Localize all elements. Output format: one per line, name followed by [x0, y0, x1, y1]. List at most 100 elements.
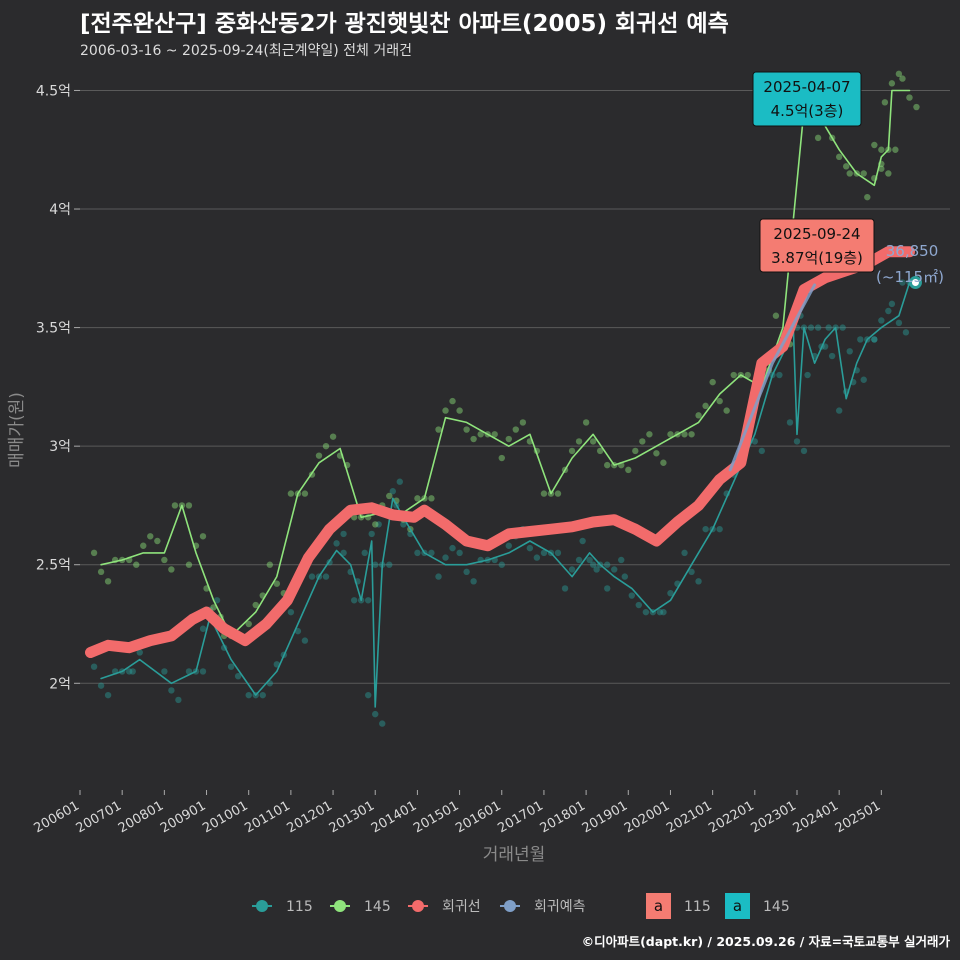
scatter-point-145: [814, 134, 822, 142]
x-tick-label: 201701: [495, 798, 545, 836]
chart-title: [전주완산구] 중화산동2가 광진햇빛찬 아파트(2005) 회귀선 예측: [80, 11, 729, 37]
y-tick-label: 4.5억: [36, 83, 71, 99]
x-tick-label: 200601: [32, 798, 82, 836]
scatter-point-145: [435, 426, 442, 433]
scatter-point-145: [864, 193, 871, 201]
scatter-point-145: [442, 407, 449, 414]
scatter-point-115: [618, 556, 625, 564]
scatter-point-115: [340, 549, 347, 557]
annotation-115-date: 2025-09-24: [773, 225, 860, 243]
x-tick-label: 200901: [158, 798, 208, 836]
legend-label-회귀선: 회귀선: [442, 899, 481, 915]
x-tick-label: 201601: [453, 798, 503, 836]
x-tick-label: 201201: [285, 798, 335, 836]
scatter-point-115: [593, 566, 600, 573]
scatter-point-145: [582, 419, 590, 426]
scatter-point-115: [695, 578, 702, 585]
annotation-115-box: [759, 218, 875, 273]
scatter-point-115: [825, 324, 832, 331]
scatter-point-145: [491, 431, 498, 438]
scatter-point-115: [301, 637, 309, 644]
x-tick-label: 201901: [580, 798, 630, 836]
scatter-point-115: [793, 438, 801, 445]
scatter-point-145: [147, 533, 154, 540]
scatter-point-145: [895, 70, 903, 78]
scatter-point-115: [857, 336, 864, 343]
x-tick-label: 201401: [369, 798, 419, 836]
scatter-point-145: [835, 153, 843, 161]
annotations: 2025-04-07 4.5억(3층) 2025-09-24 3.87억(19층) 36…: [752, 71, 944, 290]
scatter-point-145: [301, 490, 309, 497]
scatter-point-115: [234, 672, 242, 680]
scatter-point-115: [758, 447, 766, 455]
scatter-point-145: [846, 170, 853, 177]
scatter-point-145: [133, 561, 140, 568]
scatter-point-115: [635, 601, 642, 609]
scatter-point-145: [470, 435, 477, 443]
scatter-point-145: [667, 431, 674, 438]
scatter-point-115: [688, 568, 695, 576]
x-tick-label: 202001: [622, 798, 672, 836]
scatter-point-145: [660, 459, 667, 466]
x-tick-label: 201301: [327, 798, 377, 836]
scatter-point-145: [772, 312, 780, 319]
x-tick-label: 200801: [116, 798, 166, 836]
scatter-point-145: [871, 141, 878, 149]
scatter-point-115: [895, 319, 903, 327]
scatter-point-115: [199, 668, 207, 675]
scatter-point-115: [470, 578, 477, 585]
scatter-point-115: [807, 324, 815, 331]
scatter-point-145: [695, 412, 702, 419]
scatter-point-145: [702, 402, 709, 410]
scatter-point-115: [902, 329, 910, 336]
scatter-point-145: [906, 94, 913, 101]
scatter-point-145: [266, 561, 274, 568]
last-point-area: (~115㎡): [876, 268, 944, 286]
scatter-point-145: [716, 397, 723, 405]
y-tick-label: 2억: [49, 676, 71, 692]
legend-box-glyph-145: a: [733, 897, 742, 915]
scatter-point-145: [589, 438, 597, 445]
scatter-point-115: [800, 447, 808, 455]
scatter-point-145: [414, 495, 421, 502]
legend-dot-회귀선: [412, 900, 424, 912]
scatter-point-145: [477, 431, 484, 438]
scatter-point-115: [604, 585, 611, 592]
scatter-point-145: [899, 75, 906, 82]
scatter-point-145: [878, 146, 885, 153]
scatter-point-115: [621, 573, 628, 580]
scatter-point-115: [456, 549, 463, 557]
scatter-point-115: [540, 549, 548, 557]
scatter-point-115: [660, 608, 667, 616]
scatter-point-115: [125, 668, 133, 675]
legend-box-label-115: 115: [684, 899, 711, 915]
scatter-point-145: [456, 407, 463, 414]
scatter-point-145: [881, 99, 889, 106]
legend-label-115: 115: [286, 899, 313, 915]
scatter-point-115: [828, 352, 836, 360]
x-tick-label: 201101: [242, 798, 292, 836]
scatter-point-145: [596, 447, 604, 455]
scatter-point-145: [575, 438, 583, 445]
scatter-point-115: [681, 549, 688, 557]
scatter-point-115: [379, 720, 386, 727]
scatter-point-145: [723, 407, 730, 414]
scatter-point-145: [639, 438, 646, 445]
scatter-point-145: [540, 490, 548, 497]
scatter-point-115: [308, 573, 316, 580]
x-tick-label: 202201: [706, 798, 756, 836]
annotation-145-date: 2025-04-07: [763, 78, 850, 96]
last-point-marker: [908, 276, 922, 290]
x-tick-label: 201501: [411, 798, 461, 836]
scatter-point-115: [259, 691, 266, 699]
annotation-145-box: [752, 71, 862, 127]
scatter-point-115: [888, 300, 896, 308]
scatter-point-145: [273, 580, 281, 587]
y-tick-label: 2.5억: [36, 558, 71, 574]
annotation-145: 2025-04-07 4.5억(3층): [752, 71, 862, 127]
scatter-point-115: [498, 561, 505, 568]
scatter-point-145: [161, 556, 168, 564]
scatter-point-145: [245, 620, 252, 628]
scatter-point-145: [512, 426, 519, 433]
scatter-point-145: [185, 561, 193, 568]
